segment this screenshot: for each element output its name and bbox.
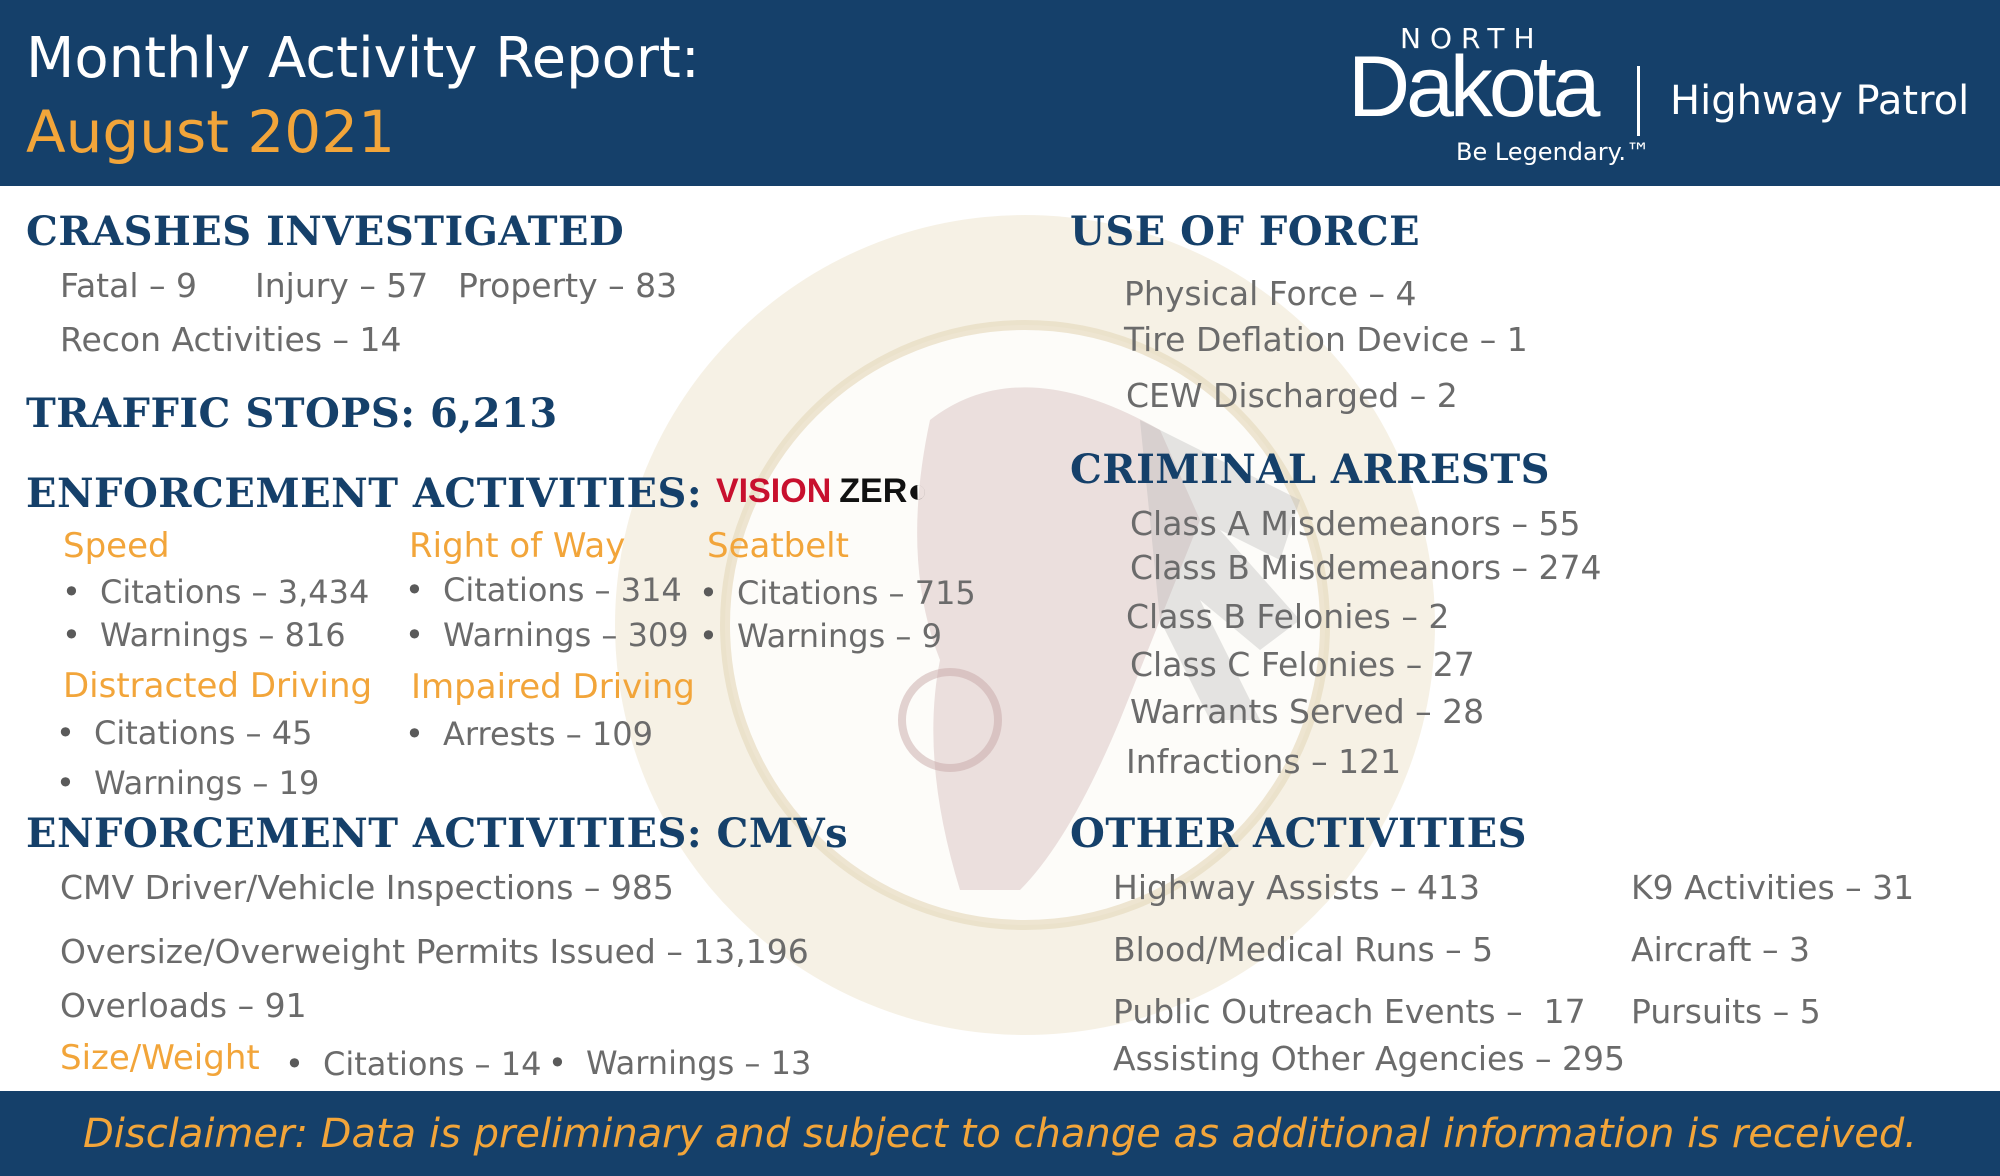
right-of-way-warnings: Warnings – 309 [405, 616, 689, 654]
crashes-property: Property – 83 [458, 266, 678, 305]
arrests-infractions: Infractions – 121 [1126, 742, 1402, 781]
cmv-permits: Oversize/Overweight Permits Issued – 13,… [60, 932, 809, 971]
seatbelt-citations: Citations – 715 [699, 574, 976, 612]
seatbelt-label: Seatbelt [707, 526, 849, 566]
size-weight-warnings: Warnings – 13 [548, 1044, 811, 1082]
crashes-recon: Recon Activities – 14 [60, 320, 402, 359]
other-pursuits: Pursuits – 5 [1631, 992, 1821, 1031]
disclaimer-text: Disclaimer: Data is preliminary and subj… [82, 1111, 1918, 1157]
arrests-class-a-misdemeanors: Class A Misdemeanors – 55 [1130, 504, 1581, 543]
arrests-class-b-misdemeanors: Class B Misdemeanors – 274 [1130, 548, 1602, 587]
speed-label: Speed [63, 526, 170, 566]
impaired-arrests: Arrests – 109 [405, 715, 653, 753]
other-k9-activities: K9 Activities – 31 [1631, 868, 1915, 907]
other-aircraft: Aircraft – 3 [1631, 930, 1810, 969]
crashes-injury: Injury – 57 [255, 266, 429, 305]
right-of-way-citations: Citations – 314 [405, 571, 682, 609]
force-tire-deflation: Tire Deflation Device – 1 [1124, 320, 1528, 359]
speed-citations: Citations – 3,434 [62, 573, 369, 611]
brand-division: Highway Patrol [1670, 78, 1970, 124]
cmv-heading: ENFORCEMENT ACTIVITIES: CMVs [26, 810, 849, 857]
brand-north: NORTH [1400, 22, 1544, 55]
vision-zero-word-vision: VISION [716, 472, 832, 510]
seatbelt-warnings: Warnings – 9 [699, 617, 942, 655]
impaired-driving-label: Impaired Driving [411, 667, 695, 707]
report-month: August 2021 [26, 98, 396, 166]
crashes-fatal: Fatal – 9 [60, 266, 197, 305]
enforcement-heading: ENFORCEMENT ACTIVITIES: [26, 470, 703, 517]
size-weight-label: Size/Weight [60, 1038, 260, 1078]
crashes-heading: CRASHES INVESTIGATED [26, 208, 625, 255]
header-banner: Monthly Activity Report: August 2021 NOR… [0, 0, 2000, 186]
speed-warnings: Warnings – 816 [62, 616, 346, 654]
other-highway-assists: Highway Assists – 413 [1113, 868, 1480, 907]
force-cew: CEW Discharged – 2 [1126, 376, 1458, 415]
brand-tagline: Be Legendary.™ [1456, 138, 1651, 166]
vision-zero-logo: VISION ZER◐ [716, 472, 928, 511]
other-assisting-agencies: Assisting Other Agencies – 295 [1113, 1039, 1625, 1078]
report-title: Monthly Activity Report: [26, 26, 700, 91]
other-blood-medical-runs: Blood/Medical Runs – 5 [1113, 930, 1494, 969]
brand-dakota-logo: Dakota [1348, 39, 1600, 135]
vision-zero-word-zero: ZER [839, 472, 908, 510]
arrests-class-b-felonies: Class B Felonies – 2 [1126, 597, 1450, 636]
distracted-warnings: Warnings – 19 [56, 764, 319, 802]
state-patrol-seal-watermark [615, 215, 1435, 1035]
use-of-force-heading: USE OF FORCE [1070, 208, 1421, 255]
cmv-inspections: CMV Driver/Vehicle Inspections – 985 [60, 868, 674, 907]
arrests-class-c-felonies: Class C Felonies – 27 [1130, 645, 1475, 684]
footer-banner: Disclaimer: Data is preliminary and subj… [0, 1091, 2000, 1176]
other-public-outreach: Public Outreach Events – 17 [1113, 992, 1586, 1031]
distracted-citations: Citations – 45 [56, 714, 312, 752]
size-weight-citations: Citations – 14 [285, 1045, 541, 1083]
traffic-stops-heading: TRAFFIC STOPS: 6,213 [26, 390, 558, 437]
distracted-driving-label: Distracted Driving [63, 666, 373, 706]
other-activities-heading: OTHER ACTIVITIES [1070, 810, 1528, 857]
vision-zero-circle-icon: ◐ [907, 472, 928, 510]
arrests-warrants-served: Warrants Served – 28 [1130, 692, 1485, 731]
right-of-way-label: Right of Way [409, 526, 626, 566]
cmv-overloads: Overloads – 91 [60, 986, 307, 1025]
criminal-arrests-heading: CRIMINAL ARRESTS [1070, 446, 1550, 493]
brand-divider [1637, 66, 1640, 136]
force-physical: Physical Force – 4 [1124, 274, 1417, 313]
